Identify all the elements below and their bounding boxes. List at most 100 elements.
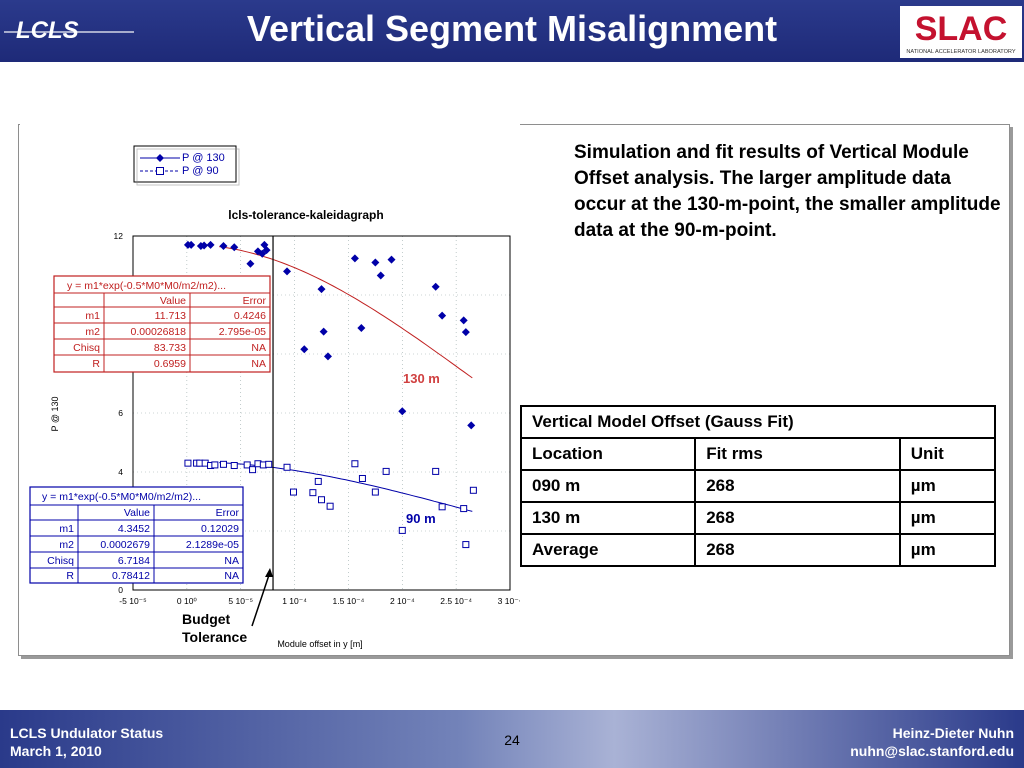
- table-header-location: Location: [519, 437, 697, 471]
- fit-130-value: 83.733: [154, 342, 186, 354]
- data-point-p130: [317, 285, 326, 294]
- x-tick-label: 1.5 10⁻⁴: [333, 596, 365, 606]
- slac-logo-subtext: NATIONAL ACCELERATOR LABORATORY: [906, 49, 1015, 55]
- x-axis-label: Module offset in y [m]: [277, 639, 362, 649]
- fit-130-error: 2.795e-05: [219, 326, 266, 338]
- gauss-fit-table: Vertical Model Offset (Gauss Fit) Locati…: [519, 405, 997, 567]
- table-cell-unit: µm: [898, 501, 997, 535]
- data-point-p130: [187, 240, 196, 249]
- table-cell-fit-rms: 268: [694, 501, 901, 535]
- legend-diamond-icon: [156, 154, 164, 162]
- y-tick-label: 0: [118, 585, 123, 595]
- y-axis-label: P @ 130: [50, 397, 60, 432]
- budget-arrow: [251, 568, 273, 627]
- data-point-p90: [358, 474, 366, 482]
- x-tick-label: 2 10⁻⁴: [390, 596, 415, 606]
- legend-p130: P @ 130: [182, 152, 225, 164]
- footer-left: LCLS Undulator Status March 1, 2010: [10, 724, 163, 760]
- slac-logo-text: SLAC: [915, 10, 1008, 48]
- fit-90-label: m1: [59, 523, 74, 535]
- data-point-p90: [351, 460, 359, 468]
- table-cell-location: Average: [519, 533, 697, 567]
- chart-title: lcls-tolerance-kaleidagraph: [228, 208, 383, 222]
- x-tick-label: -5 10⁻⁵: [119, 596, 146, 606]
- footer-date: March 1, 2010: [10, 743, 102, 759]
- fit-130-formula: y = m1*exp(-0.5*M0*M0/m2/m2)...: [67, 280, 226, 292]
- data-point-p130: [459, 316, 468, 325]
- fit-90-error: 0.12029: [201, 523, 239, 535]
- data-point-p130: [206, 240, 215, 249]
- data-point-p130: [319, 327, 328, 336]
- plot-frame: [132, 235, 511, 591]
- page-number: 24: [504, 732, 520, 748]
- data-point-p130: [260, 240, 269, 249]
- fit-90-value: 0.0002679: [100, 539, 150, 551]
- table-row: 090 m 268 µm: [519, 469, 997, 503]
- budget-label-line2: Tolerance: [182, 629, 248, 645]
- fit-90-error: 2.1289e-05: [186, 539, 239, 551]
- table-row: 130 m 268 µm: [519, 501, 997, 535]
- fit-90-value: 6.7184: [118, 555, 150, 567]
- slac-logo: SLAC NATIONAL ACCELERATOR LABORATORY: [900, 6, 1022, 58]
- table-row: Average 268 µm: [519, 533, 997, 567]
- data-point-p90: [219, 460, 227, 468]
- table-title-row: Vertical Model Offset (Gauss Fit): [520, 405, 996, 439]
- table-cell-location: 130 m: [519, 501, 697, 535]
- data-point-p130: [467, 421, 476, 430]
- footer-right: Heinz-Dieter Nuhn nuhn@slac.stanford.edu: [850, 724, 1014, 760]
- data-point-p90: [398, 526, 406, 534]
- table-header-unit: Unit: [898, 437, 997, 471]
- data-point-p90: [289, 488, 297, 496]
- data-point-p130: [230, 243, 239, 252]
- data-point-p90: [460, 505, 468, 513]
- data-point-p90: [243, 461, 251, 469]
- fit-box-130: y = m1*exp(-0.5*M0*M0/m2/m2)... Value Er…: [53, 275, 271, 373]
- data-point-p90: [211, 461, 219, 469]
- data-point-p130: [398, 407, 407, 416]
- data-point-p130: [431, 282, 440, 291]
- x-tick-label: 5 10⁻⁵: [228, 596, 253, 606]
- footer-presentation-title: LCLS Undulator Status: [10, 725, 164, 741]
- data-point-p90: [184, 459, 192, 467]
- data-point-p90: [283, 463, 291, 471]
- table-header-row: Location Fit rms Unit: [519, 437, 997, 471]
- fit-130-value: 11.713: [155, 310, 186, 322]
- lcls-logo-text: LCLS: [16, 17, 79, 44]
- fit-90-formula: y = m1*exp(-0.5*M0*M0/m2/m2)...: [42, 491, 201, 503]
- fit-130-label: m2: [85, 326, 100, 338]
- budget-label-line1: Budget: [182, 611, 231, 627]
- fit-90-label: Chisq: [47, 555, 74, 567]
- data-point-p130: [376, 271, 385, 280]
- fit-90-value: 0.78412: [112, 570, 150, 582]
- legend-square-icon: [156, 167, 164, 175]
- slide-header: LCLS Vertical Segment Misalignment SLAC …: [0, 0, 1024, 62]
- fit-130-error: NA: [251, 358, 266, 370]
- y-tick-label: 4: [118, 467, 123, 477]
- fit-90-header-value: Value: [124, 507, 150, 519]
- description-text: Simulation and fit results of Vertical M…: [574, 142, 1001, 241]
- data-point-p130: [200, 241, 209, 250]
- data-point-p130: [262, 246, 271, 255]
- data-point-p90: [432, 467, 440, 475]
- data-point-p130: [283, 267, 292, 276]
- budget-tolerance-label: Budget Tolerance: [182, 610, 247, 646]
- fit-130-header-value: Value: [160, 295, 186, 307]
- slide-title: Vertical Segment Misalignment: [246, 8, 778, 49]
- data-point-p130: [371, 258, 380, 267]
- data-point-p90: [326, 502, 334, 510]
- data-point-p90: [314, 477, 322, 485]
- data-point-p90: [462, 541, 470, 549]
- table-cell-unit: µm: [898, 533, 997, 567]
- data-point-p90: [371, 488, 379, 496]
- y-tick-label: 6: [118, 408, 123, 418]
- data-point-p90: [382, 467, 390, 475]
- footer-author: Heinz-Dieter Nuhn: [892, 725, 1014, 741]
- fit-90-value: 4.3452: [118, 523, 150, 535]
- y-tick-label: 12: [114, 231, 124, 241]
- fit-130-value: 0.6959: [154, 358, 186, 370]
- slide-footer: LCLS Undulator Status March 1, 2010 24 H…: [0, 710, 1024, 768]
- data-point-p130: [300, 345, 309, 354]
- x-tick-label: 1 10⁻⁴: [282, 596, 307, 606]
- fit-130-error: NA: [251, 342, 266, 354]
- fit-130-label: m1: [85, 310, 100, 322]
